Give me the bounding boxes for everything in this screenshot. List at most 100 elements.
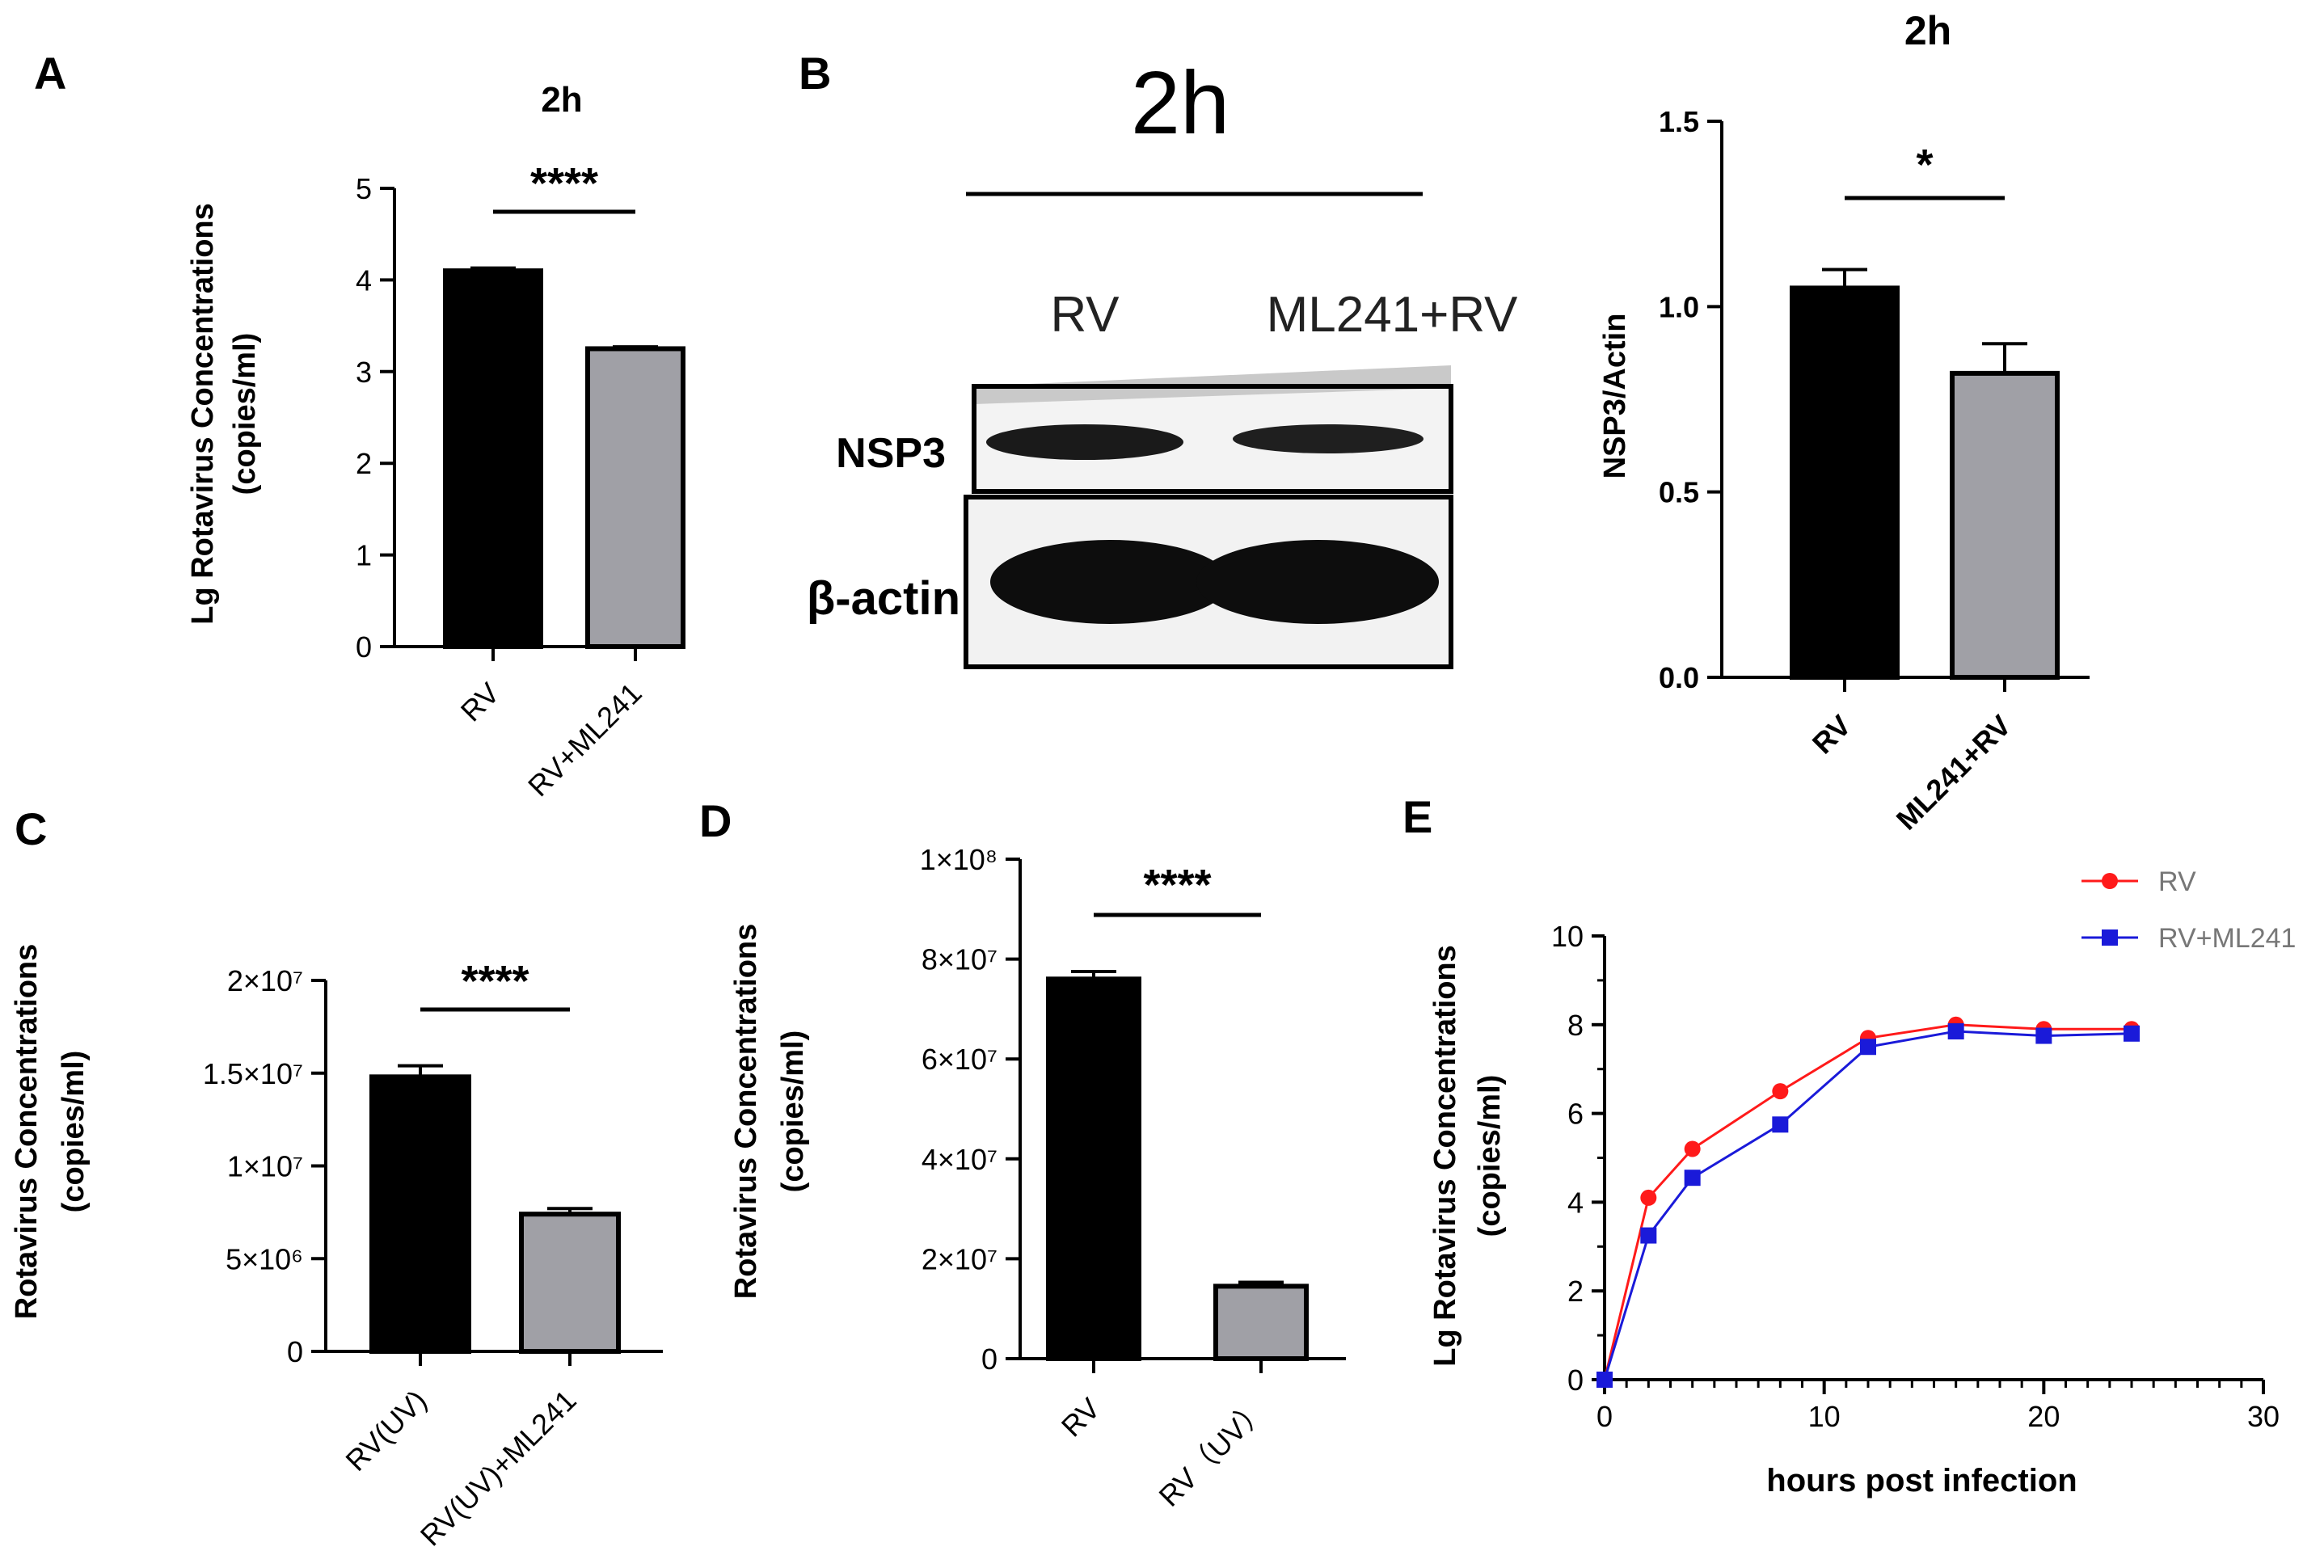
error-bar xyxy=(398,1064,443,1077)
y-axis-title: Rotavirus Concentrations xyxy=(10,944,44,1320)
y-tick-label: 0 xyxy=(1567,1364,1584,1397)
panel-letter-d: D xyxy=(699,795,732,846)
significance-label: **** xyxy=(530,159,598,208)
error-bar xyxy=(470,266,516,272)
data-point xyxy=(1684,1170,1701,1187)
data-point xyxy=(1772,1116,1789,1133)
blot-title: 2h xyxy=(1131,53,1229,153)
y-tick-label: 1 xyxy=(356,539,372,572)
x-tick-label: RV xyxy=(1806,709,1858,761)
x-tick-label: 0 xyxy=(1596,1400,1613,1433)
x-tick-label: 30 xyxy=(2247,1400,2280,1433)
y-tick-label: 4×10⁷ xyxy=(922,1143,998,1176)
y-axis-title: (copies/ml) xyxy=(228,333,262,495)
nsp3-band-ml241-rv xyxy=(1233,424,1424,453)
y-tick-label: 0.0 xyxy=(1659,661,1699,694)
y-axis-title: Rotavirus Concentrations xyxy=(729,924,763,1300)
chart-a: 0 1 2 3 4 5 Lg Rotavirus Concentrations (copies… xyxy=(186,159,685,803)
bar xyxy=(1213,1283,1309,1362)
significance-label: **** xyxy=(1143,861,1211,909)
y-tick-label: 1.5×10⁷ xyxy=(203,1057,303,1090)
chart-d: 0 2×10⁷ 4×10⁷ 6×10⁷ 8×10⁷ 1×10⁸ Rotavirus Conc… xyxy=(729,843,1346,1513)
y-axis-title: NSP3/Actin xyxy=(1598,314,1632,479)
data-point xyxy=(2124,1025,2140,1042)
y-tick-label: 5×10⁶ xyxy=(226,1242,303,1275)
y-axis-title: (copies/ml) xyxy=(57,1051,91,1213)
error-bar xyxy=(1982,342,2027,373)
x-tick-label: RV xyxy=(454,677,506,728)
bar xyxy=(585,346,685,649)
y-tick-label: 1.0 xyxy=(1659,290,1699,323)
actin-blot-frame xyxy=(964,495,1453,669)
y-tick-label: 10 xyxy=(1551,920,1584,953)
data-point xyxy=(1596,1372,1613,1388)
y-tick-label: 0 xyxy=(981,1342,998,1376)
y-tick-label: 0 xyxy=(287,1335,303,1368)
data-point xyxy=(1640,1227,1657,1244)
bar xyxy=(1950,370,2060,680)
y-tick-label: 4 xyxy=(1567,1186,1584,1219)
blot-lane-label-ml241-rv: ML241+RV xyxy=(1267,287,1518,343)
data-point xyxy=(2035,1027,2052,1044)
legend-marker xyxy=(2102,929,2118,946)
blot-lane-label-rv: RV xyxy=(1050,287,1120,343)
data-point xyxy=(1640,1189,1657,1206)
error-bar xyxy=(547,1207,593,1215)
nsp3-band-rv xyxy=(986,424,1183,460)
bar xyxy=(1790,285,1900,680)
actin-band-ml241-rv xyxy=(1196,540,1439,624)
data-point xyxy=(1684,1140,1701,1157)
series-line xyxy=(1603,1030,2132,1380)
y-axis-title: (copies/ml) xyxy=(1473,1075,1507,1237)
x-axis-title: hours post infection xyxy=(1766,1463,2077,1498)
x-tick-label: 10 xyxy=(1808,1400,1841,1433)
panel-letter-a: A xyxy=(34,48,66,99)
y-tick-label: 1×10⁷ xyxy=(227,1150,303,1183)
nsp3-blot-frame xyxy=(972,384,1453,494)
x-tick-label: RV（UV） xyxy=(1152,1392,1273,1513)
y-tick-label: 2 xyxy=(1567,1275,1584,1308)
error-bar xyxy=(1822,268,1867,289)
y-axis-title: Lg Rotavirus Concentrations xyxy=(186,203,220,625)
x-tick-label: RV(UV) xyxy=(339,1384,432,1477)
error-bar xyxy=(1071,970,1116,980)
bar xyxy=(519,1212,621,1355)
error-bar xyxy=(1238,1280,1284,1287)
y-tick-label: 6×10⁷ xyxy=(922,1043,998,1076)
y-tick-label: 2×10⁷ xyxy=(922,1242,998,1275)
actin-band-rv xyxy=(990,540,1229,624)
panel-b-chart-title: 2h xyxy=(1904,8,1951,53)
significance-label: * xyxy=(1916,141,1933,189)
y-tick-label: 2×10⁷ xyxy=(227,964,303,997)
x-tick-label: 20 xyxy=(2027,1400,2060,1433)
x-tick-label: RV(UV)+ML241 xyxy=(414,1384,583,1553)
data-point xyxy=(1947,1023,1964,1040)
x-tick-label: ML241+RV xyxy=(1890,709,2018,837)
chart-c: 0 5×10⁶ 1×10⁷ 1.5×10⁷ 2×10⁷ Rotavirus Concent… xyxy=(10,944,663,1553)
chart-e: 0 2 4 6 8 10 0 10 20 30 hours post infection Lg Rot… xyxy=(1428,866,2296,1498)
significance-label: **** xyxy=(461,957,529,1005)
y-tick-label: 2 xyxy=(356,447,372,480)
western-blot: 2h RV ML241+RV NSP3 β-actin xyxy=(807,53,1518,669)
panel-letter-b: B xyxy=(799,48,831,99)
y-tick-label: 0 xyxy=(356,630,372,664)
y-axis-title: (copies/ml) xyxy=(776,1031,810,1193)
y-tick-label: 8 xyxy=(1567,1009,1584,1042)
y-axis-title: Lg Rotavirus Concentrations xyxy=(1428,945,1462,1367)
legend-label: RV+ML241 xyxy=(2158,923,2296,954)
legend-marker xyxy=(2102,873,2118,889)
bar xyxy=(443,268,543,649)
data-point xyxy=(1860,1039,1876,1056)
y-tick-label: 1×10⁸ xyxy=(920,843,998,876)
panel-a-title: 2h xyxy=(541,80,582,120)
data-point xyxy=(1772,1083,1789,1100)
y-tick-label: 3 xyxy=(356,356,372,389)
panel-letter-c: C xyxy=(15,803,47,854)
y-tick-label: 0.5 xyxy=(1659,476,1699,509)
chart-b: 0.0 0.5 1.0 1.5 NSP3/Actin RV ML241+RV * xyxy=(1598,105,2090,837)
x-tick-label: RV+ML241 xyxy=(521,677,648,803)
series-line xyxy=(1603,1023,2132,1380)
blot-row-label-nsp3: NSP3 xyxy=(836,430,946,477)
bar xyxy=(1046,976,1141,1361)
